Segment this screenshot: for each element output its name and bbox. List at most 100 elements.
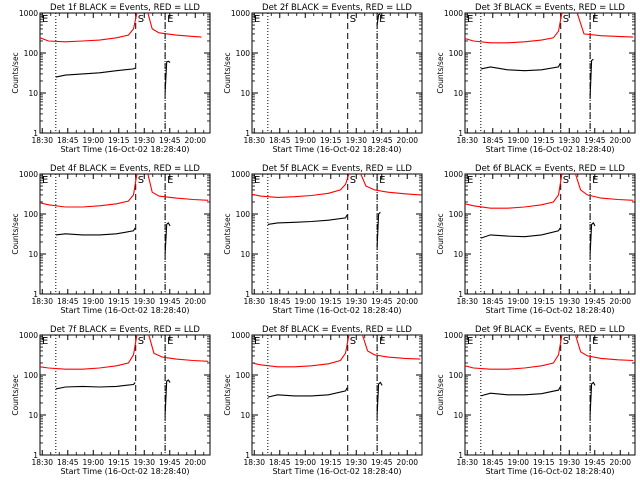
series-events-segment-2: [589, 58, 594, 97]
x-tick-label: 18:45: [482, 458, 504, 467]
y-tick-label: 1000: [19, 170, 38, 179]
marker-label-s: S: [350, 175, 356, 186]
chart-title: Det 3f BLACK = Events, RED = LLD: [475, 3, 625, 13]
x-axis-label: Start Time (16-Oct-02 18:28:40): [272, 306, 401, 315]
x-tick-label: 19:30: [345, 458, 367, 467]
chart-panel-6: Det 6f BLACK = Events, RED = LLD 1 10 100 10…: [436, 164, 636, 315]
y-tick-label: 1000: [19, 9, 38, 18]
marker-label-s: S: [138, 336, 144, 347]
marker-label-e: E: [167, 175, 173, 186]
x-tick-label: 19:00: [507, 297, 529, 306]
x-tick-label: 19:45: [584, 297, 606, 306]
y-tick-label: 10: [453, 250, 463, 259]
marker-label-s: S: [138, 14, 144, 25]
x-tick-label: 18:30: [456, 136, 478, 145]
series-events-segment-1: [480, 227, 561, 239]
series-lld-segment-1: [465, 174, 563, 209]
plot-frame: [464, 12, 636, 134]
x-tick-label: 18:45: [482, 136, 504, 145]
x-tick-label: 19:45: [371, 458, 393, 467]
x-axis-label: Start Time (16-Oct-02 18:28:40): [60, 467, 189, 476]
chart-title: Det 7f BLACK = Events, RED = LLD: [50, 325, 200, 335]
y-tick-label: 100: [449, 371, 464, 380]
y-tick-label: 1000: [444, 331, 463, 340]
series-events-segment-1: [267, 387, 348, 398]
marker-label-e: E: [167, 336, 173, 347]
chart-panel-5: Det 5f BLACK = Events, RED = LLD 1 10 100 10…: [223, 164, 423, 315]
x-tick-label: 18:30: [31, 458, 53, 467]
series-lld-segment-1: [465, 335, 563, 370]
marker-label-s: S: [563, 14, 569, 25]
marker-label-e: E: [592, 175, 598, 186]
y-tick-label: 1: [33, 451, 38, 460]
x-tick-label: 19:00: [82, 297, 104, 306]
x-tick-label: 19:30: [558, 297, 580, 306]
x-tick-label: 19:30: [558, 458, 580, 467]
series-lld-segment-2: [574, 335, 634, 362]
plot-frame: [251, 12, 423, 134]
y-tick-label: 1000: [19, 331, 38, 340]
marker-label-e: E: [467, 175, 473, 186]
x-tick-label: 19:15: [533, 136, 555, 145]
series-events-segment-2: [376, 381, 383, 416]
x-tick-label: 20:00: [184, 297, 206, 306]
series-events-segment-1: [55, 227, 136, 236]
x-tick-label: 18:30: [243, 136, 265, 145]
x-axis-label: Start Time (16-Oct-02 18:28:40): [485, 467, 614, 476]
y-axis-label: Counts/sec: [223, 52, 232, 93]
x-tick-label: 18:45: [57, 136, 79, 145]
x-tick-label: 20:00: [609, 297, 631, 306]
x-tick-label: 20:00: [184, 458, 206, 467]
y-tick-label: 1000: [231, 9, 250, 18]
x-tick-label: 18:45: [269, 458, 291, 467]
y-tick-label: 100: [24, 371, 39, 380]
series-events-segment-2: [376, 13, 381, 26]
x-tick-label: 19:00: [82, 458, 104, 467]
y-tick-label: 1: [458, 129, 463, 138]
chart-title: Det 8f BLACK = Events, RED = LLD: [262, 325, 412, 335]
chart-title: Det 6f BLACK = Events, RED = LLD: [475, 164, 625, 174]
y-tick-label: 10: [240, 250, 250, 259]
x-tick-label: 19:45: [584, 458, 606, 467]
x-tick-label: 18:30: [243, 297, 265, 306]
series-events-segment-2: [164, 222, 171, 255]
x-tick-label: 19:00: [294, 297, 316, 306]
chart-panel-7: Det 7f BLACK = Events, RED = LLD 1 10 100 10…: [11, 325, 211, 476]
x-tick-label: 19:45: [371, 297, 393, 306]
y-tick-label: 10: [28, 89, 38, 98]
y-tick-label: 10: [28, 250, 38, 259]
y-axis-label: Counts/sec: [11, 374, 20, 415]
series-lld-segment-2: [360, 174, 421, 196]
series-lld-segment-2: [147, 174, 209, 201]
x-axis-label: Start Time (16-Oct-02 18:28:40): [485, 306, 614, 315]
y-tick-label: 1: [245, 451, 250, 460]
series-events-segment-1: [480, 63, 561, 72]
x-tick-label: 19:15: [108, 136, 130, 145]
x-axis-label: Start Time (16-Oct-02 18:28:40): [60, 145, 189, 154]
chart-title: Det 2f BLACK = Events, RED = LLD: [262, 3, 412, 13]
y-axis-label: Counts/sec: [11, 52, 20, 93]
plot-frame: [251, 173, 423, 295]
marker-label-e: E: [254, 14, 260, 25]
y-tick-label: 1: [33, 290, 38, 299]
chart-title: Det 5f BLACK = Events, RED = LLD: [262, 164, 412, 174]
y-tick-label: 10: [453, 411, 463, 420]
x-axis-label: Start Time (16-Oct-02 18:28:40): [60, 306, 189, 315]
x-tick-label: 20:00: [609, 458, 631, 467]
marker-label-e: E: [42, 14, 48, 25]
x-tick-label: 19:15: [533, 297, 555, 306]
x-tick-label: 19:00: [507, 136, 529, 145]
marker-label-e: E: [254, 336, 260, 347]
x-tick-label: 18:30: [31, 297, 53, 306]
x-tick-label: 19:15: [108, 458, 130, 467]
series-events-segment-2: [164, 379, 171, 416]
x-tick-label: 19:45: [371, 136, 393, 145]
marker-label-e: E: [254, 175, 260, 186]
x-tick-label: 18:30: [456, 458, 478, 467]
chart-panel-9: Det 9f BLACK = Events, RED = LLD 1 10 100 10…: [436, 325, 636, 476]
x-tick-label: 20:00: [396, 136, 418, 145]
x-tick-label: 19:45: [584, 136, 606, 145]
marker-label-e: E: [467, 14, 473, 25]
y-axis-label: Counts/sec: [223, 213, 232, 254]
x-tick-label: 18:45: [482, 297, 504, 306]
